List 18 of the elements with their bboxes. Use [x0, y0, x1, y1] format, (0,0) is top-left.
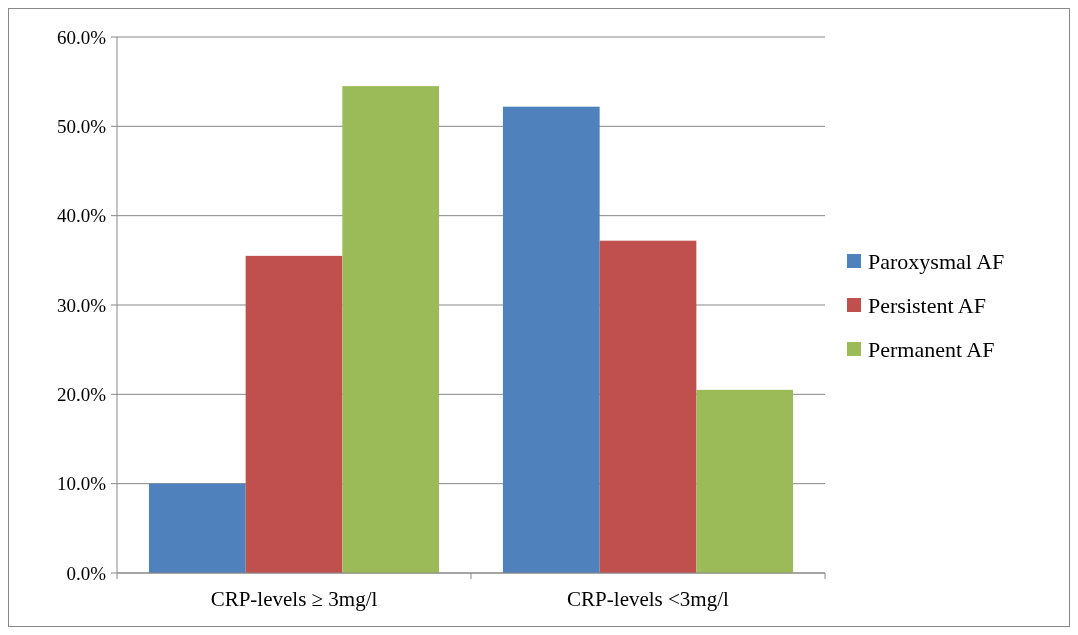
- bar: [342, 86, 440, 573]
- y-tick-label: 40.0%: [56, 205, 107, 227]
- bar: [599, 240, 697, 573]
- bar: [245, 255, 343, 573]
- bar: [502, 106, 600, 573]
- y-tick-label: 60.0%: [56, 26, 107, 48]
- y-tick-label: 20.0%: [56, 383, 107, 405]
- bar: [148, 483, 246, 573]
- bar: [696, 389, 794, 573]
- y-tick-label: 0.0%: [66, 562, 107, 584]
- legend-label: Paroxysmal AF: [868, 248, 1005, 274]
- y-tick-label: 50.0%: [56, 115, 107, 137]
- legend-label: Persistent AF: [868, 292, 986, 318]
- legend-label: Permanent AF: [868, 336, 995, 362]
- y-tick-label: 10.0%: [56, 473, 107, 495]
- y-tick-label: 30.0%: [56, 294, 107, 316]
- x-tick-label: CRP-levels ≥ 3mg/l: [210, 587, 378, 611]
- x-tick-label: CRP-levels <3mg/l: [567, 587, 730, 611]
